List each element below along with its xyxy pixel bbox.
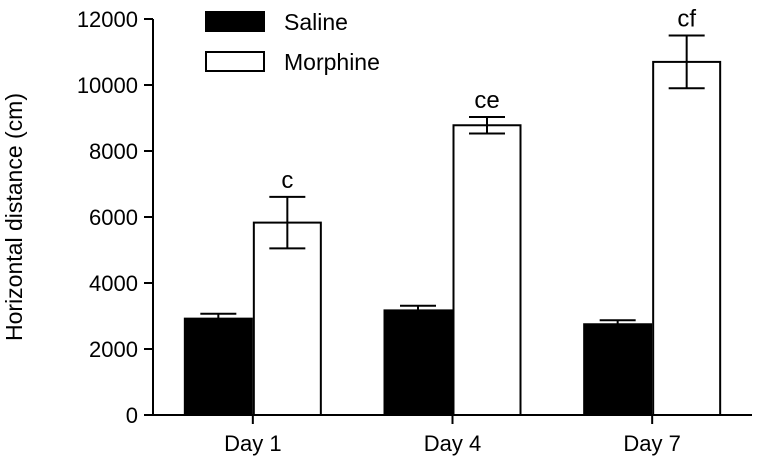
y-tick-label: 10000	[77, 73, 138, 98]
y-tick-label: 2000	[89, 337, 138, 362]
bar-morphine	[252, 221, 322, 416]
legend-label-saline: Saline	[284, 9, 348, 35]
legend: Saline Morphine	[205, 9, 380, 75]
bar-saline	[183, 317, 253, 417]
y-tick-label: 12000	[77, 7, 138, 32]
x-tick-label: Day 1	[224, 431, 281, 456]
y-tick-label: 6000	[89, 205, 138, 230]
bar-saline	[583, 323, 653, 416]
y-tick-label: 4000	[89, 271, 138, 296]
significance-label: ce	[474, 87, 499, 114]
bar-morphine	[652, 60, 722, 417]
legend-label-morphine: Morphine	[284, 49, 380, 75]
legend-swatch-saline	[205, 11, 265, 32]
legend-swatch-morphine	[205, 51, 265, 72]
significance-label: cf	[677, 6, 696, 33]
bar-saline	[383, 309, 453, 417]
y-tick-label: 8000	[89, 139, 138, 164]
y-axis: 0 2000 4000 6000 8000 10000 12000	[77, 7, 154, 428]
significance-label: c	[281, 167, 293, 194]
bar-morphine	[452, 124, 522, 416]
bars: c ce cf	[183, 6, 722, 417]
y-axis-title: Horizontal distance (cm)	[1, 93, 27, 341]
y-tick-label: 0	[126, 403, 138, 428]
x-axis: Day 1 Day 4 Day 7	[153, 414, 752, 456]
x-tick-label: Day 4	[424, 431, 481, 456]
x-tick-label: Day 7	[623, 431, 680, 456]
